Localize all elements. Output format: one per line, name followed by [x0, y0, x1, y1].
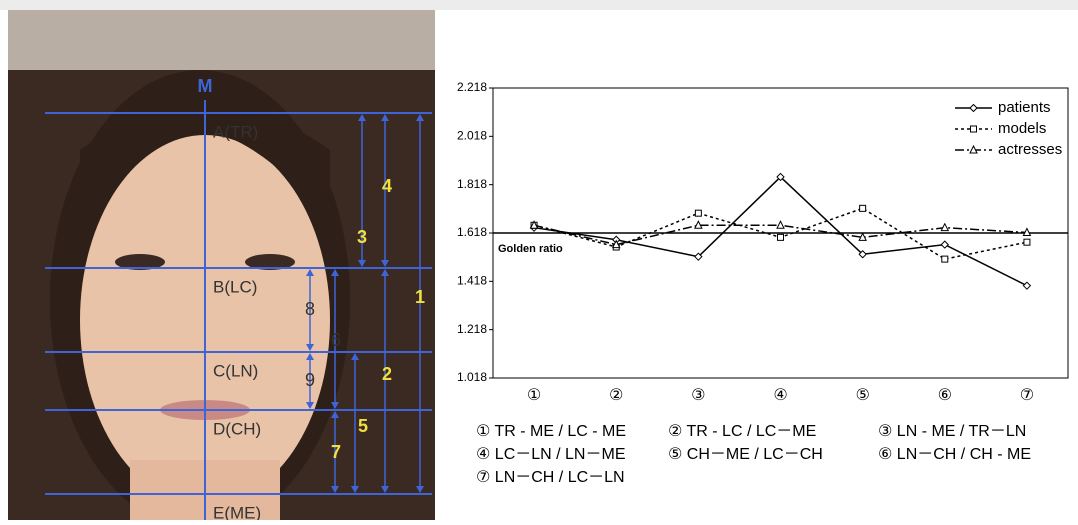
eye — [115, 254, 165, 270]
x-tick-label: ⑤ — [855, 387, 869, 404]
note: ⑤ CH－ME / LC－CH — [668, 446, 823, 463]
marker — [529, 220, 539, 229]
x-tick-label: ① — [527, 387, 541, 404]
segment-label: 7 — [331, 442, 341, 462]
y-tick-label: 2.218 — [457, 80, 487, 94]
legend-label: patients — [998, 99, 1051, 116]
reference-label: Golden ratio — [498, 243, 563, 255]
marker — [777, 233, 784, 241]
y-tick-label: 1.418 — [457, 274, 487, 288]
photo-wall — [8, 10, 435, 70]
landmark-label: B(LC) — [213, 277, 257, 296]
marker — [611, 239, 621, 249]
note: ① TR - ME / LC - ME — [476, 423, 626, 440]
y-tick-label: 1.818 — [457, 177, 487, 191]
segment-label: 4 — [382, 176, 392, 196]
chart: 1.018 1.218 1.418 1.618 1.818 2.018 2.218 Golde… — [457, 80, 1069, 486]
x-tick-label: ④ — [773, 387, 787, 404]
segment-label: 2 — [382, 364, 392, 384]
y-tick-label: 1.218 — [457, 322, 487, 336]
segment-label: 6 — [331, 330, 341, 350]
y-tick-label: 1.618 — [457, 225, 487, 239]
marker — [694, 252, 703, 261]
marker — [1023, 238, 1031, 246]
y-tick-label: 2.018 — [457, 129, 487, 143]
segment-label: 3 — [357, 227, 367, 247]
marker — [776, 172, 785, 182]
legend-marker — [969, 144, 978, 154]
marker — [941, 255, 949, 263]
legend-label: models — [998, 120, 1046, 137]
landmark-label: D(CH) — [213, 419, 261, 438]
marker — [858, 250, 867, 259]
marker — [859, 204, 867, 212]
segment-label: 1 — [415, 287, 425, 307]
x-tick-label: ⑥ — [938, 387, 952, 404]
note: ③ LN - ME / TR－LN — [878, 423, 1026, 440]
segment-label: 5 — [358, 416, 368, 436]
marker — [858, 232, 867, 241]
segment-label: 8 — [305, 299, 315, 319]
eye — [245, 254, 295, 270]
legend-label: actresses — [998, 141, 1062, 158]
y-tick-label: 1.018 — [457, 370, 487, 384]
measure-overlay: M A(TR) B(LC) C(LN) D(CH) E(ME) 1 2 3 4 5 6 7 8 9 — [45, 76, 432, 522]
x-tick-label: ⑦ — [1020, 387, 1034, 404]
marker — [940, 222, 950, 232]
marker — [1022, 281, 1032, 290]
marker — [1022, 227, 1032, 237]
note: ⑥ LN－CH / CH - ME — [878, 446, 1031, 463]
x-tick-label: ③ — [691, 387, 705, 404]
top-strip — [0, 0, 1078, 10]
series-line — [533, 175, 1028, 287]
landmark-label: C(LN) — [213, 361, 258, 380]
segment-label: 9 — [305, 370, 315, 390]
landmark-label: A(TR) — [213, 122, 258, 141]
legend-marker — [969, 103, 978, 113]
midline-label: M — [198, 76, 213, 96]
marker — [940, 240, 949, 249]
marker — [776, 220, 785, 229]
note: ⑦ LN－CH / LC－LN — [476, 469, 625, 486]
marker — [694, 209, 702, 217]
note: ② TR - LC / LC－ME — [668, 423, 816, 440]
landmark-label: E(ME) — [213, 503, 261, 520]
x-tick-label: ② — [609, 387, 623, 404]
legend-marker — [970, 125, 977, 133]
photo — [8, 10, 435, 525]
bangs — [80, 105, 330, 230]
note: ④ LC－LN / LN－ME — [476, 446, 626, 463]
marker — [694, 220, 703, 229]
